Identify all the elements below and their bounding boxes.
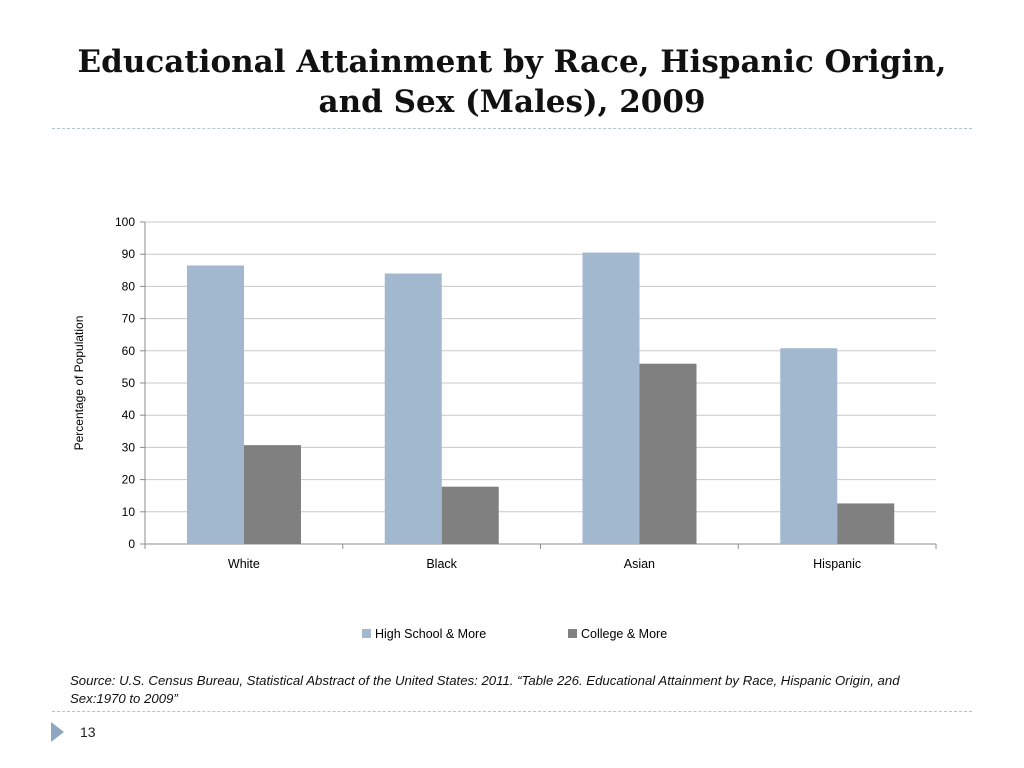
y-tick-label: 30	[122, 440, 136, 454]
slide-title: Educational Attainment by Race, Hispanic…	[40, 42, 984, 122]
legend-label: High School & More	[375, 627, 486, 641]
y-tick-label: 40	[122, 408, 136, 422]
slide-title-line-2: and Sex (Males), 2009	[318, 84, 706, 120]
page-number: 13	[80, 724, 96, 740]
bar-college	[244, 445, 301, 544]
x-category-label: Black	[426, 557, 457, 571]
bar-high-school	[780, 348, 838, 544]
source-citation: Source: U.S. Census Bureau, Statistical …	[70, 673, 900, 706]
x-category-label: Asian	[624, 557, 655, 571]
x-category-label: Hispanic	[813, 557, 861, 571]
bar-college	[837, 503, 895, 544]
legend-swatch	[362, 629, 371, 638]
y-tick-label: 0	[128, 537, 135, 551]
legend-label: College & More	[581, 627, 667, 641]
title-divider	[52, 128, 972, 129]
bar-college	[639, 363, 697, 544]
bar-high-school	[384, 273, 442, 544]
y-tick-label: 60	[122, 344, 136, 358]
bar-high-school	[582, 252, 640, 544]
bar-high-school	[187, 265, 244, 544]
footer-divider	[52, 711, 972, 712]
footer-arrow-icon	[51, 722, 64, 742]
y-tick-label: 50	[122, 376, 136, 390]
bar-college	[441, 486, 499, 544]
y-tick-label: 100	[115, 215, 135, 229]
y-axis-title: Percentage of Population	[72, 316, 86, 451]
y-tick-label: 80	[122, 279, 136, 293]
y-tick-label: 90	[122, 247, 136, 261]
y-tick-label: 70	[122, 312, 136, 326]
bar-chart: 0 10 20 30 40 50 60 70 80 90 100 Percentage of Popu…	[72, 215, 937, 641]
y-tick-label: 10	[122, 505, 136, 519]
slide-title-line-1: Educational Attainment by Race, Hispanic…	[77, 44, 947, 80]
y-tick-label: 20	[122, 473, 136, 487]
legend-swatch	[568, 629, 577, 638]
x-category-label: White	[228, 557, 260, 571]
